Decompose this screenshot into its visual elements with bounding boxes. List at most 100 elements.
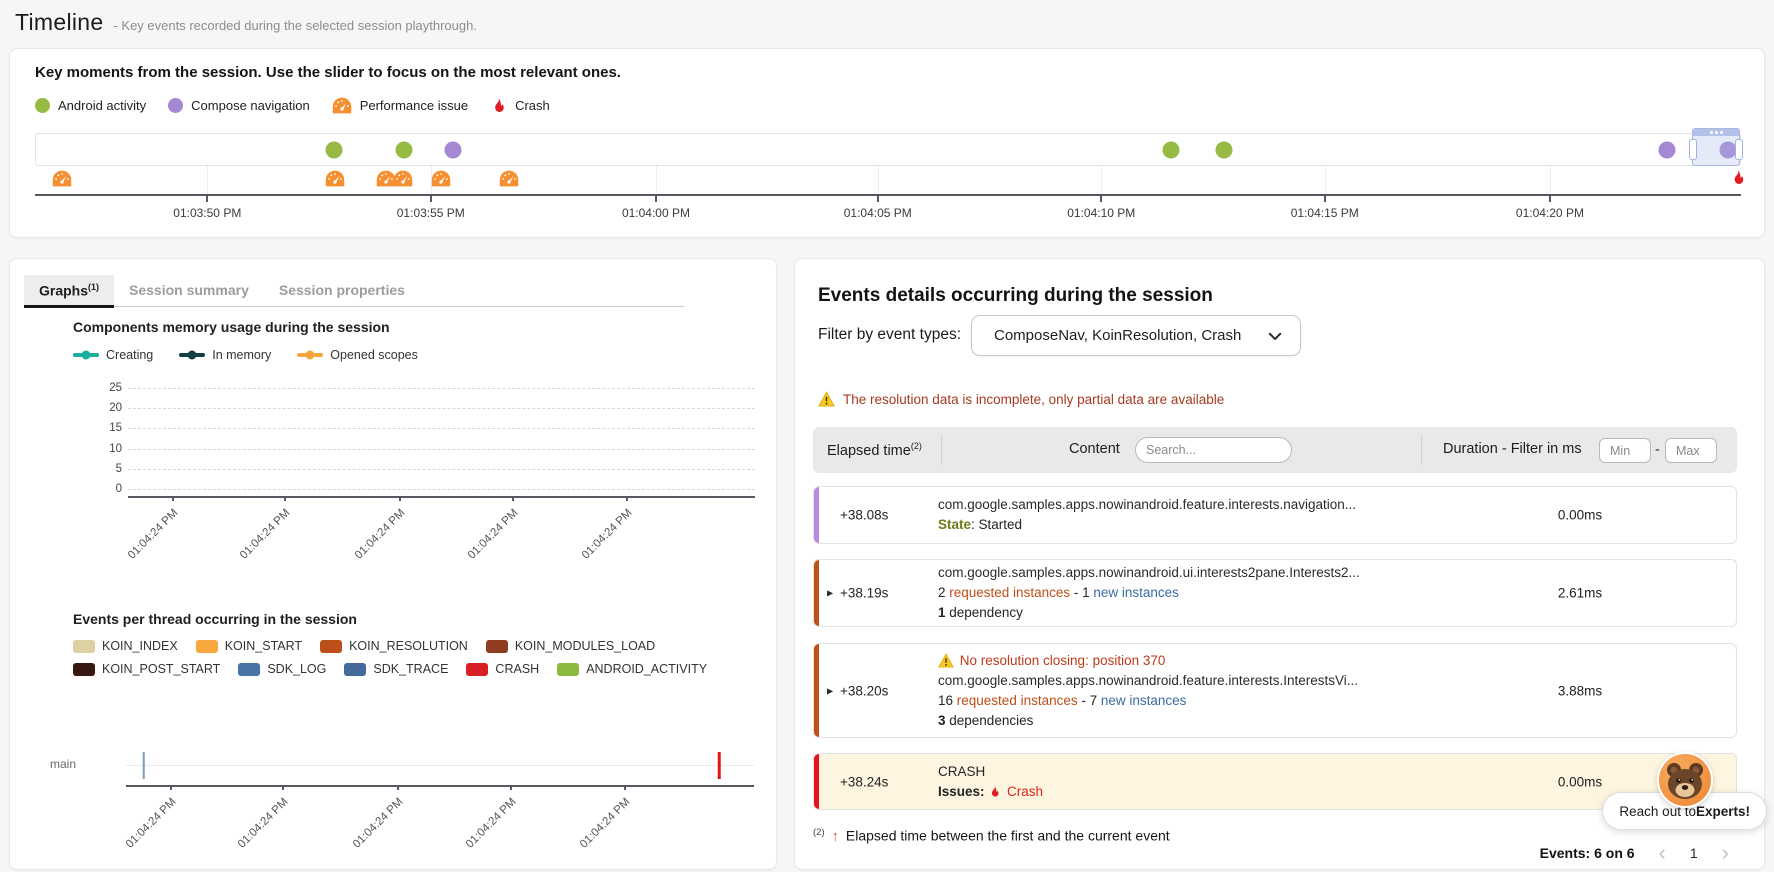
slider-handle-right[interactable] (1734, 139, 1743, 161)
timeline-crash-icon[interactable] (1729, 169, 1746, 187)
legend-item-in-memory[interactable]: In memory (179, 348, 271, 362)
memory-xtick-label: 01:04:24 PM (465, 507, 521, 562)
thread-label-main: main (50, 757, 77, 771)
timeline-event-compose-navigation[interactable] (1719, 141, 1737, 158)
crash-flame-icon (490, 97, 507, 115)
duration-max-input[interactable] (1665, 438, 1717, 463)
event-row[interactable]: +38.24s CRASH Issues: Crash 0.00ms (813, 753, 1737, 810)
thread-xtick (624, 785, 626, 790)
thread-event-sdk-log[interactable] (142, 752, 145, 779)
slider-handle-left[interactable] (1689, 139, 1698, 161)
tab-session-properties[interactable]: Session properties (278, 282, 405, 298)
legend-item-koin-post-start[interactable]: KOIN_POST_START (73, 662, 220, 676)
timeline-event-android-activity[interactable] (395, 141, 413, 158)
event-content-line: com.google.samples.apps.nowinandroid.fea… (938, 671, 1358, 691)
events-count: Events: 6 on 6 (1539, 845, 1635, 861)
legend-item-creating[interactable]: Creating (73, 348, 153, 362)
event-content-line: 1 dependency (938, 603, 1360, 623)
memory-ytick-label: 15 (109, 422, 122, 435)
timeline-event-compose-navigation[interactable] (444, 141, 462, 158)
timeline-gridline (1324, 166, 1326, 194)
text-part: CRASH (938, 763, 986, 779)
timeline-gridline (207, 166, 209, 194)
tab-session-summary[interactable]: Session summary (129, 282, 249, 298)
timeline-gridline (430, 166, 432, 194)
duration-min-input[interactable] (1599, 438, 1651, 463)
text-part: dependencies (945, 712, 1034, 728)
legend-item-sdk-trace[interactable]: SDK_TRACE (344, 662, 448, 676)
memory-gridline (128, 428, 755, 430)
sdk_log-swatch-icon (238, 662, 261, 676)
text-part: com.google.samples.apps.nowinandroid.fea… (938, 497, 1356, 512)
prev-page-button[interactable]: ‹ (1658, 840, 1666, 865)
legend-item-crash[interactable]: CRASH (466, 662, 539, 676)
events-table-header: Elapsed time(2) Content Duration - Filte… (813, 427, 1737, 473)
memory-xtick-label: 01:04:24 PM (352, 507, 408, 562)
text-part: com.google.samples.apps.nowinandroid.fea… (938, 672, 1358, 688)
thread-xtick-label: 01:04:24 PM (350, 796, 406, 851)
legend-item-koin-resolution[interactable]: KOIN_RESOLUTION (320, 639, 468, 653)
header-separator (941, 435, 942, 465)
axis-tick (654, 196, 657, 202)
graphs-panel: Graphs(1) Session summary Session proper… (9, 258, 777, 870)
android_activity-swatch-icon (557, 662, 580, 676)
event-accent-bar (814, 754, 819, 809)
slider-drag-cap[interactable] (1693, 129, 1739, 136)
legend-item-opened-scopes[interactable]: Opened scopes (297, 348, 418, 362)
memory-gridline (128, 468, 755, 470)
timeline-event-android-activity[interactable] (1215, 141, 1233, 158)
timeline-performance-icon[interactable] (393, 169, 413, 188)
legend-item-android-activity: Android activity (35, 98, 146, 113)
memory-chart-title: Components memory usage during the sessi… (73, 319, 390, 335)
event-types-dropdown[interactable]: ComposeNav, KoinResolution, Crash (971, 315, 1301, 356)
key-moments-heading: Key moments from the session. Use the sl… (35, 64, 621, 81)
event-row[interactable]: ▶ +38.19s com.google.samples.apps.nowinand… (813, 559, 1737, 627)
expand-arrow-icon[interactable]: ▶ (827, 686, 834, 695)
event-row[interactable]: ▶ +38.20s No resolution closing: position… (813, 643, 1737, 738)
memory-xtick (512, 496, 514, 501)
expert-mascot-avatar[interactable] (1657, 752, 1713, 808)
timeline-performance-icon[interactable] (431, 169, 451, 188)
legend-item-android-activity[interactable]: ANDROID_ACTIVITY (557, 662, 707, 676)
graphs-tabbar: Graphs(1) Session summary Session proper… (24, 275, 684, 308)
header-separator (1421, 435, 1422, 465)
thread-legend-row-2: KOIN_POST_START SDK_LOG SDK_TRACE CRASH ANDR… (73, 662, 707, 676)
event-accent-bar (814, 644, 819, 737)
legend-item-koin-index[interactable]: KOIN_INDEX (73, 639, 178, 653)
thread-event-crash[interactable] (718, 752, 721, 779)
timeline-event-compose-navigation[interactable] (1658, 141, 1676, 158)
timeline-strip[interactable] (35, 128, 1743, 166)
legend-item-koin-modules-load[interactable]: KOIN_MODULES_LOAD (485, 639, 655, 653)
warning-triangle-icon (818, 391, 835, 407)
event-elapsed-time: +38.20s (840, 683, 889, 698)
event-accent-bar (814, 560, 819, 626)
text-part: new instances (1100, 692, 1187, 708)
timeline-performance-icon[interactable] (52, 169, 72, 188)
current-page[interactable]: 1 (1689, 845, 1698, 861)
resolution-warning: The resolution data is incomplete, only … (818, 391, 1224, 407)
warning-triangle-icon (938, 652, 954, 668)
text-part: No resolution closing: position 370 (956, 652, 1166, 668)
memory-xtick-label: 01:04:24 PM (237, 507, 293, 562)
timeline-slider-selection[interactable] (1689, 128, 1743, 166)
event-row[interactable]: +38.08s com.google.samples.apps.nowinandr… (813, 486, 1737, 544)
expand-arrow-icon[interactable]: ▶ (827, 588, 834, 598)
timeline-event-android-activity[interactable] (1162, 141, 1180, 158)
axis-tick-label: 01:03:55 PM (396, 206, 465, 220)
thread-chart-title: Events per thread occurring in the sessi… (73, 611, 357, 627)
event-elapsed-time: +38.24s (840, 774, 889, 789)
axis-tick-label: 01:04:15 PM (1290, 206, 1359, 220)
timeline-performance-icon[interactable] (376, 169, 396, 188)
search-input[interactable] (1135, 437, 1292, 463)
legend-item-koin-start[interactable]: KOIN_START (195, 639, 302, 653)
timeline-performance-icon[interactable] (325, 169, 345, 188)
event-elapsed-time: +38.19s (840, 585, 889, 601)
tab-graphs[interactable]: Graphs(1) (24, 275, 115, 308)
memory-xtick (399, 496, 401, 501)
text-part: - 7 (1077, 692, 1101, 708)
legend-item-sdk-log[interactable]: SDK_LOG (238, 662, 326, 676)
text-part: 2 (938, 585, 950, 600)
next-page-button[interactable]: › (1721, 840, 1729, 865)
timeline-event-android-activity[interactable] (325, 141, 343, 158)
timeline-performance-icon[interactable] (499, 169, 519, 188)
